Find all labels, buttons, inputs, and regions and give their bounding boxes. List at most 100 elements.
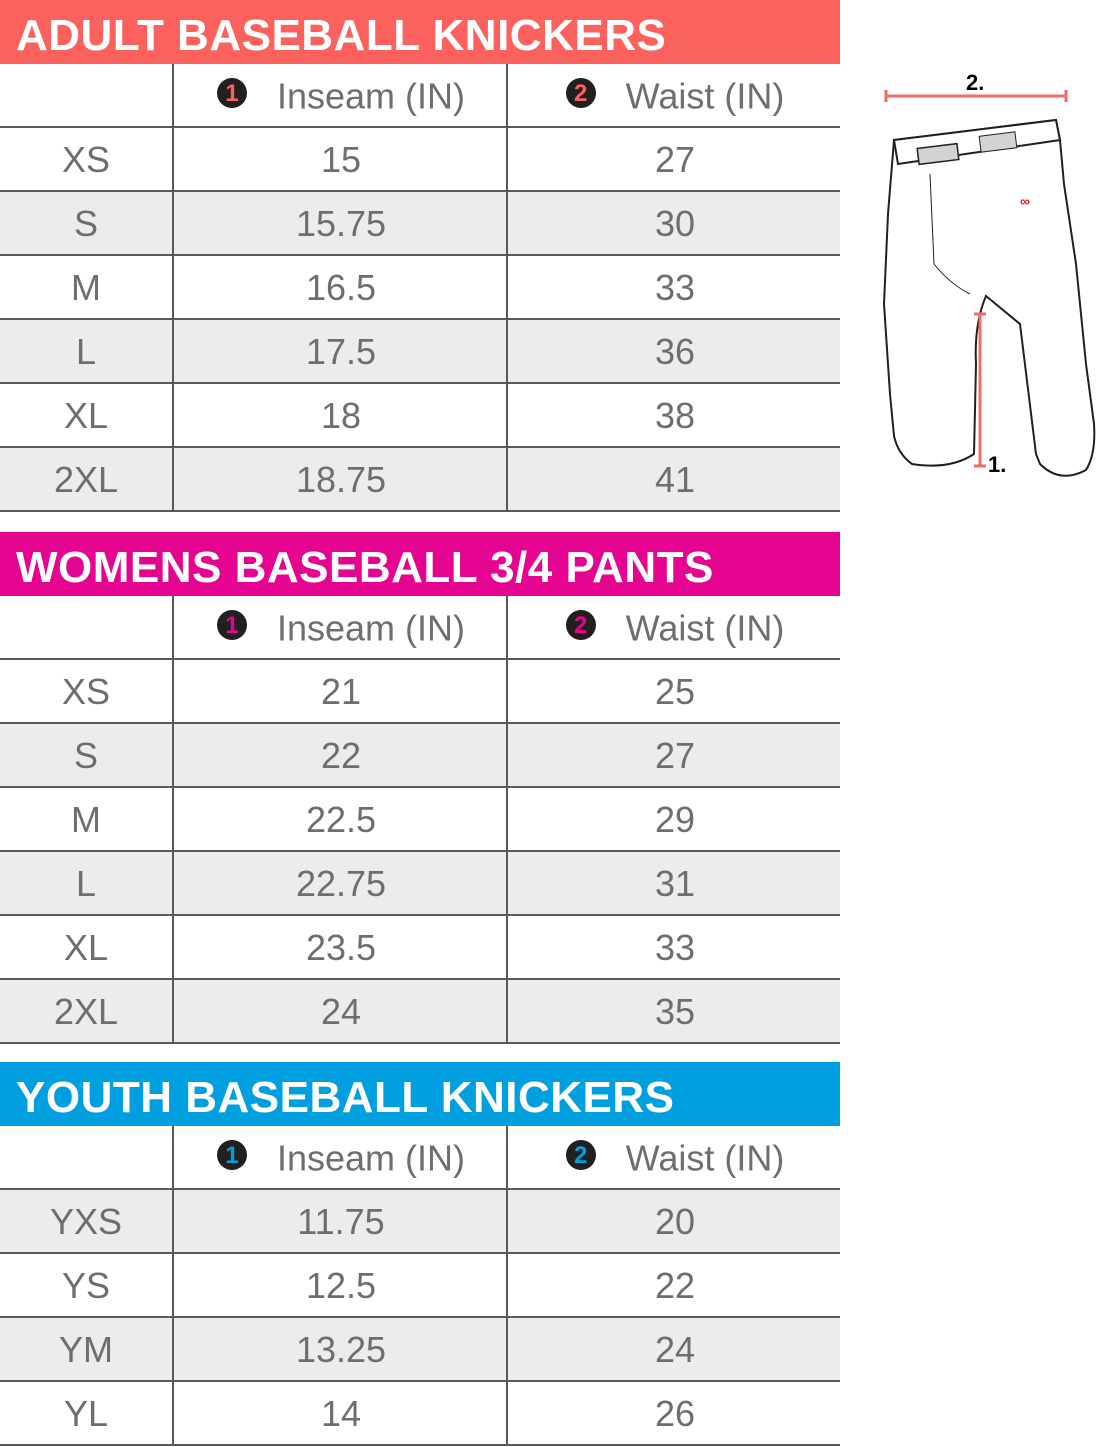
value-cell: 36 bbox=[506, 320, 842, 382]
size-table: WOMENS BASEBALL 3/4 PANTS 1 Inseam (IN) 2 Wa… bbox=[0, 532, 840, 1044]
belt-buckle bbox=[916, 142, 960, 166]
size-cell: M bbox=[71, 799, 101, 840]
value-cell: 14 bbox=[172, 1382, 508, 1444]
value-cell: 30 bbox=[506, 192, 842, 254]
belt bbox=[978, 131, 1018, 153]
size-row: XL 18 38 bbox=[0, 384, 840, 448]
value-cell: 20 bbox=[506, 1190, 842, 1252]
header-cell: 1 Inseam (IN) bbox=[172, 596, 508, 658]
size-cell: M bbox=[71, 267, 101, 308]
size-row: S 15.75 30 bbox=[0, 192, 840, 256]
value-cell: 27 bbox=[506, 724, 842, 786]
size-cell: XS bbox=[61, 671, 111, 712]
value-cell: 17.5 bbox=[172, 320, 508, 382]
column-number: 1 bbox=[216, 610, 247, 641]
size-row: L 22.75 31 bbox=[0, 852, 840, 916]
size-table: YOUTH BASEBALL KNICKERS 1 Inseam (IN) 2 Wais… bbox=[0, 1062, 840, 1446]
size-row: YS 12.5 22 bbox=[0, 1254, 840, 1318]
size-cell: L bbox=[75, 331, 97, 372]
logo: ∞ bbox=[1020, 193, 1030, 209]
pants-diagram: 2. ∞ 1. bbox=[882, 70, 1096, 477]
value-cell: 33 bbox=[506, 256, 842, 318]
column-label: Inseam (IN) bbox=[276, 607, 466, 649]
value-cell: 38 bbox=[506, 384, 842, 446]
header-cell: 1 Inseam (IN) bbox=[172, 1126, 508, 1188]
column-number: 1 bbox=[216, 1140, 247, 1171]
size-row: M 16.5 33 bbox=[0, 256, 840, 320]
size-row: YL 14 26 bbox=[0, 1382, 840, 1446]
value-cell: 26 bbox=[506, 1382, 842, 1444]
value-cell: 11.75 bbox=[172, 1190, 508, 1252]
value-cell: 24 bbox=[172, 980, 508, 1042]
value-cell: 15 bbox=[172, 128, 508, 190]
value-cell: 18 bbox=[172, 384, 508, 446]
value-cell: 16.5 bbox=[172, 256, 508, 318]
size-row: XS 15 27 bbox=[0, 128, 840, 192]
value-cell: 22 bbox=[506, 1254, 842, 1316]
header-cell bbox=[0, 1126, 172, 1188]
value-cell: 15.75 bbox=[172, 192, 508, 254]
column-label: Inseam (IN) bbox=[276, 75, 466, 117]
size-cell: S bbox=[73, 203, 98, 244]
size-row: XL 23.5 33 bbox=[0, 916, 840, 980]
value-cell: 35 bbox=[506, 980, 842, 1042]
size-cell: 2XL bbox=[53, 459, 119, 500]
header-row: 1 Inseam (IN) 2 Waist (IN) bbox=[0, 64, 840, 128]
size-table: ADULT BASEBALL KNICKERS 1 Inseam (IN) 2 Wais… bbox=[0, 0, 840, 512]
size-cell: S bbox=[73, 735, 98, 776]
column-label: Inseam (IN) bbox=[276, 1137, 466, 1179]
table-title: ADULT BASEBALL KNICKERS bbox=[0, 0, 840, 64]
header-cell: 2 Waist (IN) bbox=[506, 1126, 842, 1188]
table-title: YOUTH BASEBALL KNICKERS bbox=[0, 1062, 840, 1126]
size-row: YM 13.25 24 bbox=[0, 1318, 840, 1382]
value-cell: 13.25 bbox=[172, 1318, 508, 1380]
waist-label: 2. bbox=[966, 70, 984, 95]
column-label: Waist (IN) bbox=[625, 1137, 785, 1179]
size-row: M 22.5 29 bbox=[0, 788, 840, 852]
value-cell: 18.75 bbox=[172, 448, 508, 510]
value-cell: 31 bbox=[506, 852, 842, 914]
table-title: WOMENS BASEBALL 3/4 PANTS bbox=[0, 532, 840, 596]
size-cell: YM bbox=[59, 1329, 113, 1370]
size-cell: XL bbox=[63, 395, 109, 436]
column-number: 2 bbox=[565, 78, 596, 109]
pants-outline bbox=[882, 118, 1096, 477]
size-cell: XL bbox=[63, 927, 109, 968]
header-cell bbox=[0, 64, 172, 126]
size-row: YXS 11.75 20 bbox=[0, 1190, 840, 1254]
value-cell: 22 bbox=[172, 724, 508, 786]
header-cell: 2 Waist (IN) bbox=[506, 64, 842, 126]
size-cell: L bbox=[75, 863, 97, 904]
header-row: 1 Inseam (IN) 2 Waist (IN) bbox=[0, 1126, 840, 1190]
size-cell: 2XL bbox=[53, 991, 119, 1032]
column-label: Waist (IN) bbox=[625, 607, 785, 649]
header-row: 1 Inseam (IN) 2 Waist (IN) bbox=[0, 596, 840, 660]
fly-seam bbox=[929, 173, 971, 295]
value-cell: 22.75 bbox=[172, 852, 508, 914]
value-cell: 41 bbox=[506, 448, 842, 510]
column-number: 2 bbox=[565, 610, 596, 641]
column-label: Waist (IN) bbox=[625, 75, 785, 117]
header-cell bbox=[0, 596, 172, 658]
header-cell: 1 Inseam (IN) bbox=[172, 64, 508, 126]
value-cell: 24 bbox=[506, 1318, 842, 1380]
size-row: 2XL 24 35 bbox=[0, 980, 840, 1044]
value-cell: 23.5 bbox=[172, 916, 508, 978]
size-cell: YL bbox=[63, 1393, 109, 1434]
size-cell: YS bbox=[61, 1265, 111, 1306]
value-cell: 33 bbox=[506, 916, 842, 978]
size-row: 2XL 18.75 41 bbox=[0, 448, 840, 512]
value-cell: 12.5 bbox=[172, 1254, 508, 1316]
value-cell: 22.5 bbox=[172, 788, 508, 850]
value-cell: 27 bbox=[506, 128, 842, 190]
size-cell: YXS bbox=[49, 1201, 123, 1242]
inseam-label: 1. bbox=[988, 452, 1006, 477]
header-cell: 2 Waist (IN) bbox=[506, 596, 842, 658]
value-cell: 29 bbox=[506, 788, 842, 850]
size-row: XS 21 25 bbox=[0, 660, 840, 724]
size-cell: XS bbox=[61, 139, 111, 180]
size-row: S 22 27 bbox=[0, 724, 840, 788]
size-row: L 17.5 36 bbox=[0, 320, 840, 384]
value-cell: 25 bbox=[506, 660, 842, 722]
